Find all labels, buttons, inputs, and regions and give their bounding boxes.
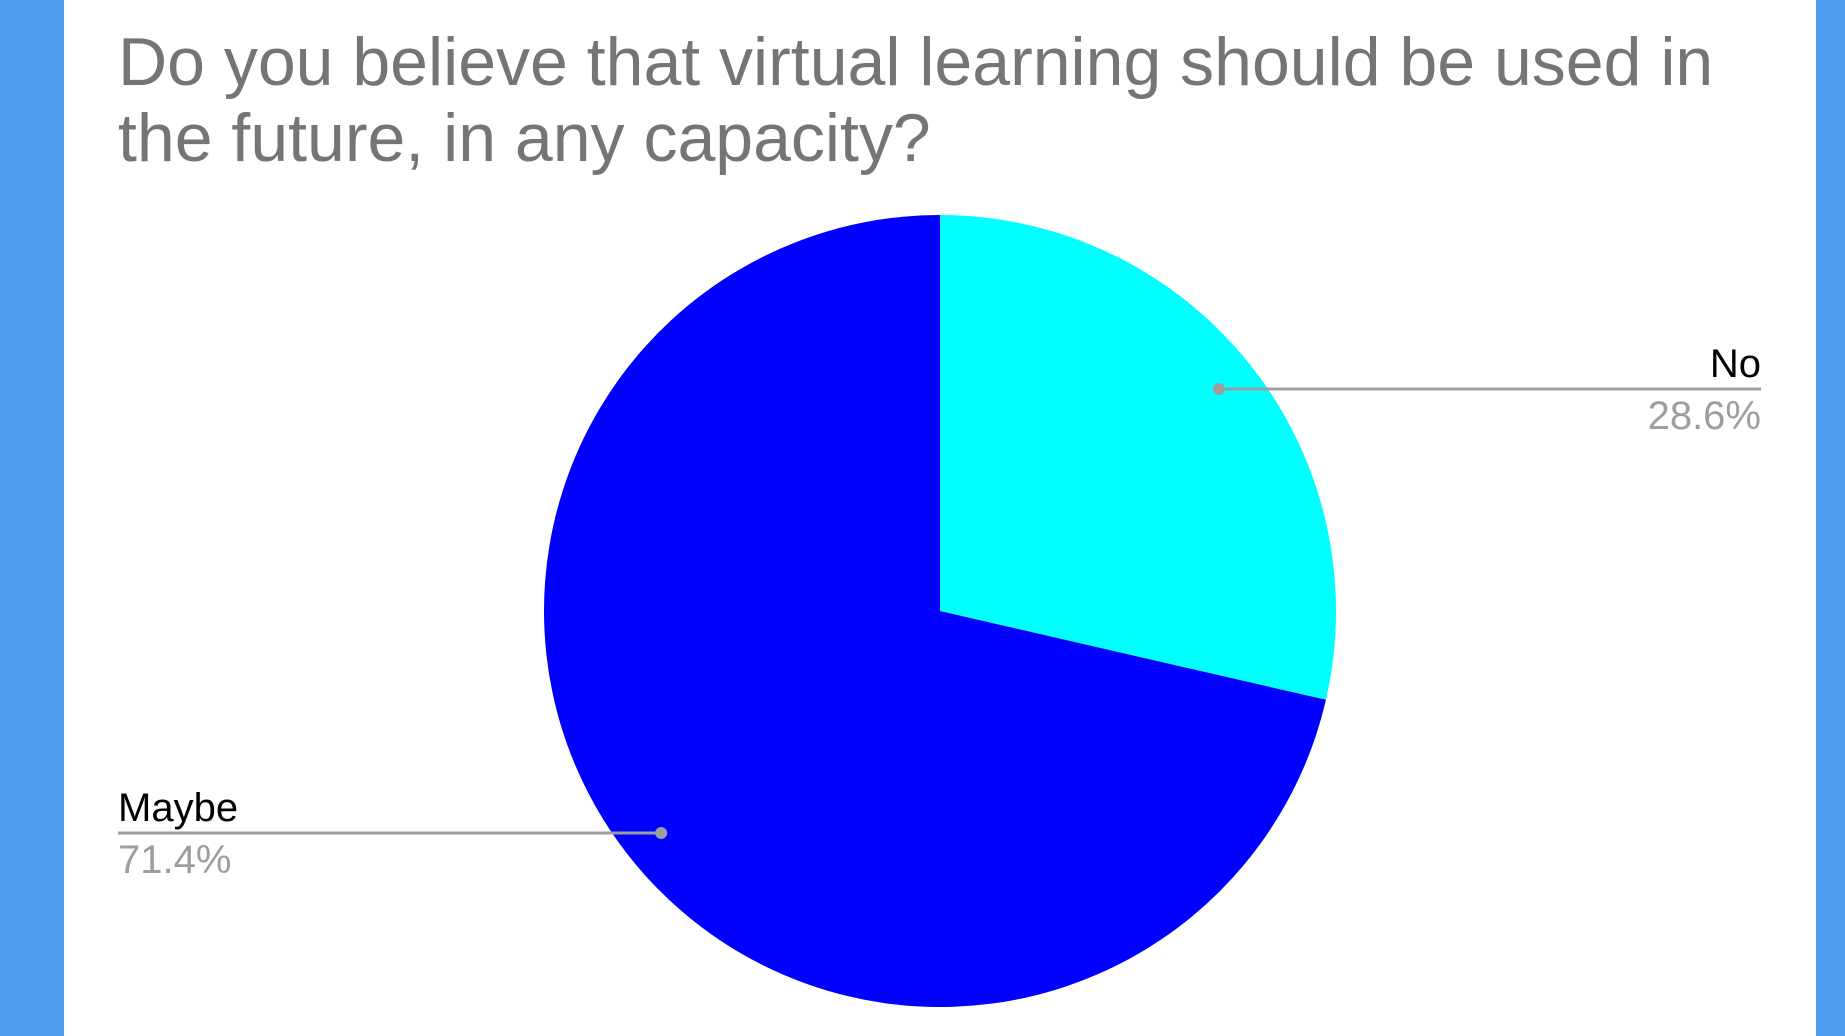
pie-chart: No 28.6% Maybe 71.4%: [118, 214, 1761, 1007]
pie-slice-no: [940, 215, 1336, 700]
leader-dot-no: [1212, 383, 1225, 396]
chart-card: Do you believe that virtual learning sho…: [64, 0, 1816, 1036]
slice-value-no: 28.6%: [1648, 394, 1761, 438]
slice-label-maybe: Maybe: [118, 786, 238, 830]
pie-leader-lines: No 28.6% Maybe 71.4%: [118, 342, 1761, 882]
chart-title: Do you believe that virtual learning sho…: [118, 24, 1714, 176]
pie-slice-maybe: [543, 214, 1326, 1007]
pie-slices: [543, 214, 1336, 1007]
leader-dot-maybe: [655, 826, 668, 839]
slice-label-no: No: [1710, 342, 1761, 386]
slice-value-maybe: 71.4%: [118, 838, 231, 882]
